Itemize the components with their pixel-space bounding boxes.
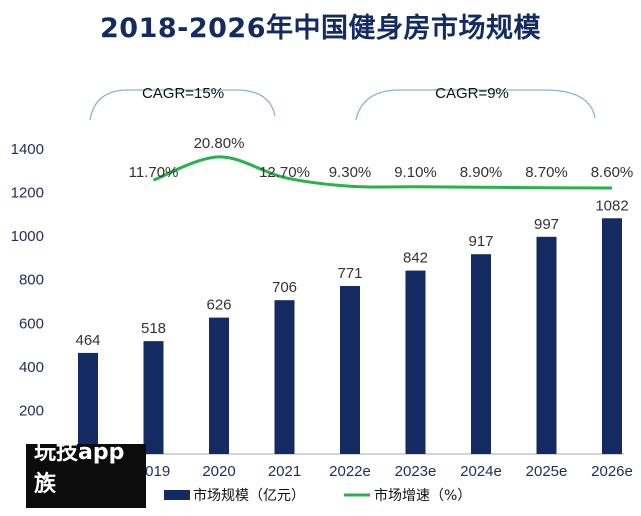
bar-value-label: 706	[272, 279, 297, 296]
growth-rate-label: 9.10%	[394, 164, 437, 181]
bar	[536, 236, 557, 454]
bar-value-label: 518	[141, 320, 166, 337]
bar	[209, 317, 229, 454]
legend-swatch-bar	[164, 490, 190, 500]
growth-rate-label: 20.80%	[194, 135, 245, 152]
y-tick-label: 800	[19, 272, 44, 289]
watermark: 玩技app族	[26, 440, 146, 508]
y-tick-label: 400	[19, 359, 44, 376]
growth-rate-label: 12.70%	[259, 164, 310, 181]
bar-value-label: 997	[534, 216, 559, 233]
growth-rate-label: 8.90%	[460, 164, 503, 181]
legend-label-line: 市场增速（%）	[374, 487, 471, 504]
bar	[143, 341, 164, 454]
bar	[602, 218, 622, 454]
cagr-annotation-1: CAGR=15%	[142, 85, 224, 102]
growth-rate-label: 8.70%	[525, 164, 568, 181]
x-tick-label: 2024e	[460, 463, 502, 480]
x-tick-label: 2021	[268, 463, 301, 480]
y-tick-label: 1000	[11, 228, 44, 245]
bar	[78, 352, 98, 454]
cagr-bracket-left	[89, 89, 276, 121]
bar-value-label: 842	[403, 250, 428, 267]
bar-value-label: 771	[337, 265, 362, 282]
growth-rate-label: 8.60%	[591, 164, 634, 181]
bar	[340, 286, 360, 454]
bar-value-label: 626	[206, 297, 231, 314]
y-tick-label: 200	[19, 402, 44, 419]
bar-value-label: 917	[468, 233, 493, 250]
x-tick-label: 2020	[202, 463, 235, 480]
growth-rate-label: 11.70%	[129, 164, 179, 181]
x-tick-label: 2022e	[329, 463, 371, 480]
bar	[405, 270, 426, 454]
chart-title: 2018-2026年中国健身房市场规模	[100, 13, 541, 44]
growth-line	[152, 155, 613, 190]
x-tick-label: 2026e	[591, 463, 633, 480]
x-tick-label: 2023e	[395, 463, 437, 480]
cagr-bracket-right	[355, 89, 596, 121]
growth-rate-label: 9.30%	[329, 164, 372, 181]
y-tick-label: 1200	[11, 185, 44, 202]
y-tick-label: 1400	[11, 141, 44, 158]
bar-value-label: 464	[75, 332, 100, 349]
y-tick-label: 600	[19, 315, 44, 332]
legend-label-bar: 市场规模（亿元）	[193, 487, 305, 504]
cagr-annotation-2: CAGR=9%	[435, 85, 509, 102]
bar	[471, 254, 491, 454]
bar	[274, 300, 295, 454]
x-tick-label: 2025e	[526, 463, 568, 480]
bar-value-label: 1082	[595, 197, 628, 214]
